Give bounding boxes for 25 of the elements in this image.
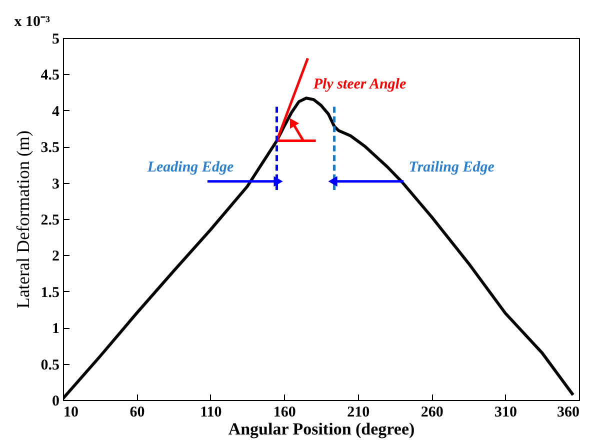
y-tick-label: 4.5 bbox=[40, 68, 60, 84]
y-tick-label: 1 bbox=[52, 321, 60, 338]
annotation: Ply steer Angle bbox=[313, 76, 406, 92]
x-tick-label: 110 bbox=[200, 404, 222, 420]
y-tick-label: 5 bbox=[52, 32, 60, 48]
x-tick-label: 160 bbox=[273, 404, 296, 420]
y-axis-title: Lateral Deformation (m) bbox=[12, 130, 33, 308]
x-tick-label: 210 bbox=[347, 404, 370, 420]
y-tick-label: 0.5 bbox=[40, 357, 60, 374]
annotation: Trailing Edge bbox=[408, 159, 495, 176]
y-tick-label: 4 bbox=[52, 104, 60, 120]
x-tick-label: 360 bbox=[557, 404, 580, 420]
annotation: Leading Edge bbox=[146, 159, 234, 176]
x-tick-label: 10 bbox=[64, 404, 78, 420]
y-tick-label: 2 bbox=[52, 248, 60, 265]
y-tick-label: 3 bbox=[52, 176, 60, 192]
x-tick-label: 60 bbox=[130, 404, 145, 420]
y-tick-label: 1.5 bbox=[40, 284, 60, 301]
x-tick-label: 260 bbox=[420, 404, 444, 420]
x-tick-label: 310 bbox=[494, 404, 518, 420]
x-axis-title: Angular Position (degree) bbox=[228, 420, 415, 438]
y-tick-label: 2.5 bbox=[40, 212, 60, 228]
y-tick-label: 0 bbox=[52, 394, 60, 410]
text: x 10⁻³ bbox=[14, 14, 50, 30]
y-tick-label: 3.5 bbox=[40, 140, 60, 156]
